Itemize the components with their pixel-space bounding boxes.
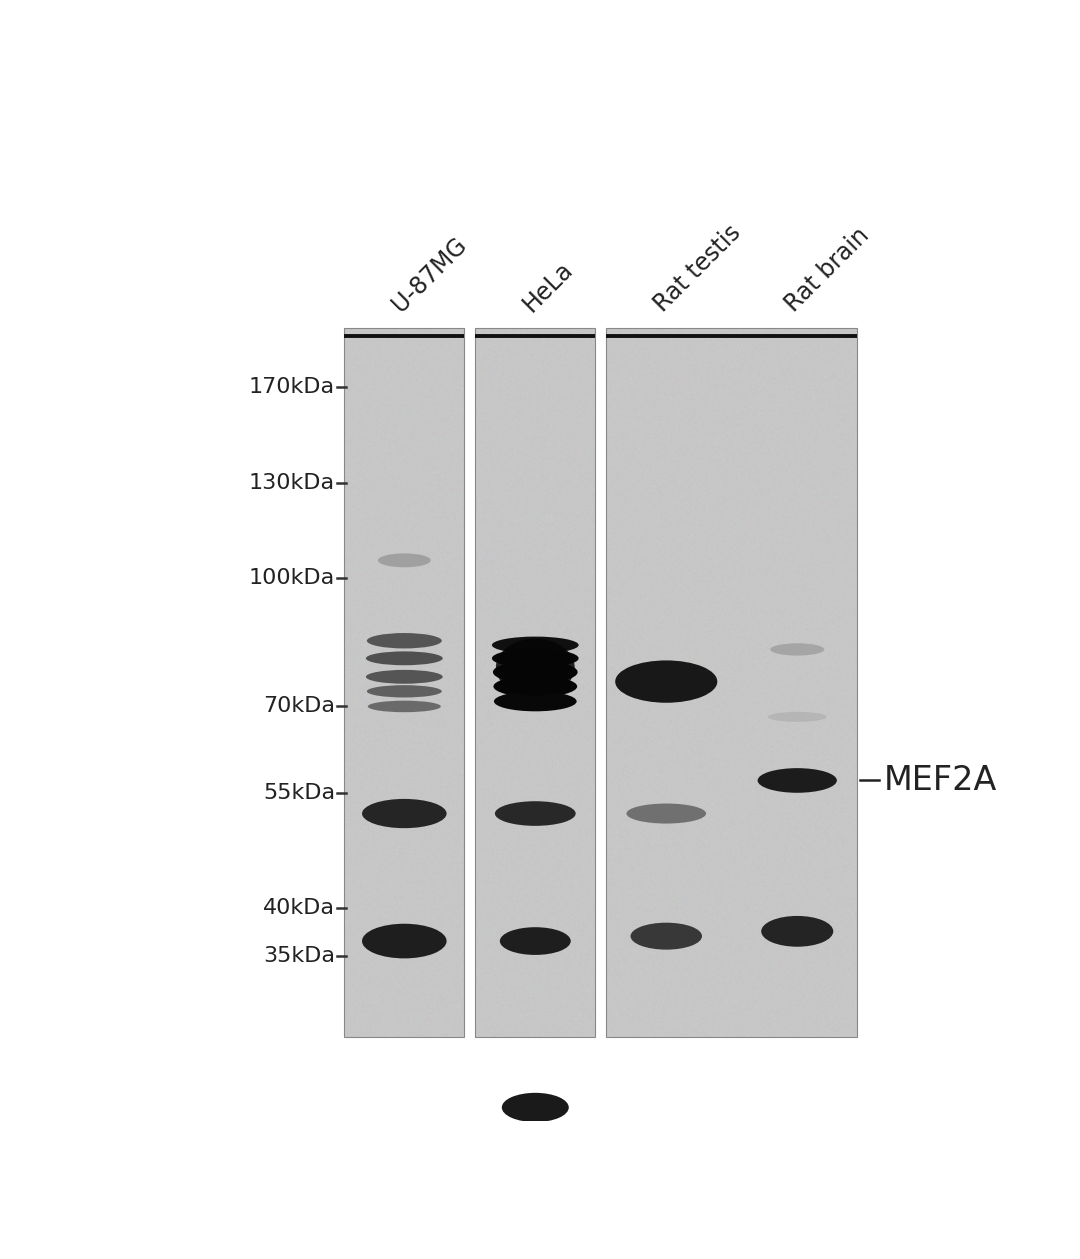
Text: Rat brain: Rat brain: [780, 223, 874, 316]
Ellipse shape: [367, 685, 442, 697]
Text: U-87MG: U-87MG: [388, 233, 471, 316]
Ellipse shape: [367, 633, 442, 648]
Ellipse shape: [626, 803, 706, 823]
Ellipse shape: [500, 927, 570, 954]
Text: 55kDa: 55kDa: [262, 783, 335, 803]
Text: Rat testis: Rat testis: [649, 220, 745, 316]
Ellipse shape: [494, 691, 577, 711]
Ellipse shape: [496, 638, 575, 696]
Text: HeLa: HeLa: [518, 257, 578, 316]
Text: 100kDa: 100kDa: [248, 568, 335, 588]
Text: 70kDa: 70kDa: [262, 696, 335, 716]
Ellipse shape: [770, 643, 824, 656]
Text: 170kDa: 170kDa: [248, 376, 335, 397]
Ellipse shape: [768, 711, 826, 721]
Text: 130kDa: 130kDa: [248, 473, 335, 494]
Bar: [606, 329, 858, 1036]
Ellipse shape: [362, 799, 447, 828]
Ellipse shape: [761, 915, 834, 947]
Ellipse shape: [492, 648, 579, 669]
Ellipse shape: [366, 670, 443, 684]
Ellipse shape: [492, 661, 578, 684]
Text: 35kDa: 35kDa: [262, 947, 335, 966]
Bar: [345, 329, 464, 1036]
Text: MEF2A: MEF2A: [883, 764, 997, 797]
Ellipse shape: [495, 801, 576, 826]
Ellipse shape: [616, 661, 717, 703]
Ellipse shape: [631, 923, 702, 949]
Ellipse shape: [494, 676, 577, 697]
Ellipse shape: [757, 768, 837, 793]
Text: 40kDa: 40kDa: [262, 898, 335, 918]
Ellipse shape: [366, 651, 443, 665]
Bar: [475, 329, 595, 1036]
Ellipse shape: [378, 554, 431, 568]
Ellipse shape: [492, 637, 579, 653]
Ellipse shape: [368, 701, 441, 713]
Ellipse shape: [502, 1093, 569, 1122]
Ellipse shape: [362, 924, 447, 958]
